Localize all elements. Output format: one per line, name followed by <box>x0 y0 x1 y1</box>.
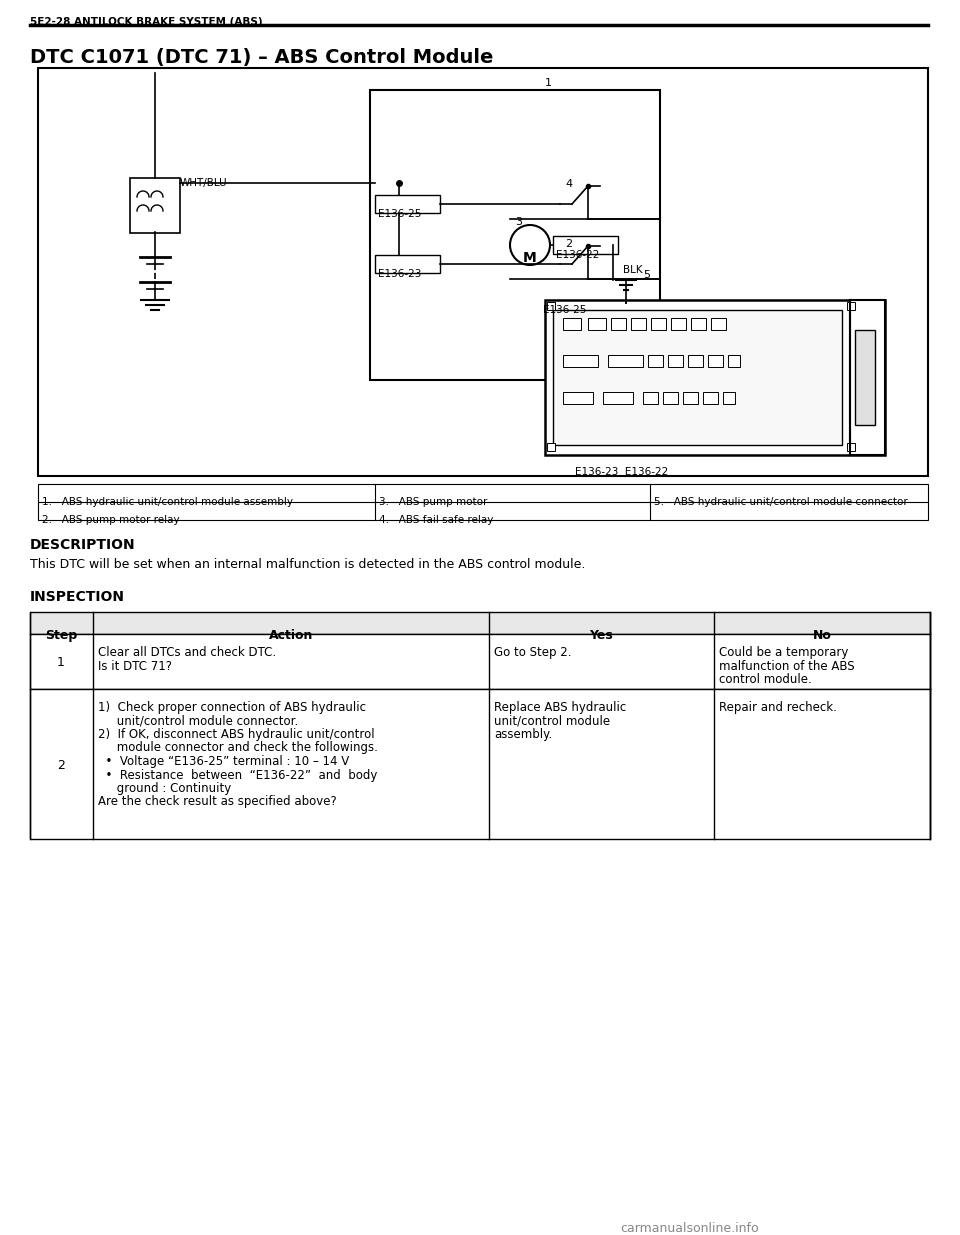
Text: ground : Continuity: ground : Continuity <box>98 782 231 795</box>
Text: control module.: control module. <box>719 673 812 685</box>
Text: module connector and check the followings.: module connector and check the following… <box>98 741 378 755</box>
Text: Repair and recheck.: Repair and recheck. <box>719 701 837 714</box>
Bar <box>611 317 626 330</box>
Bar <box>608 354 643 367</box>
Bar <box>547 443 555 451</box>
Text: •  Resistance  between  “E136-22”  and  body: • Resistance between “E136-22” and body <box>98 768 377 782</box>
Text: DESCRIPTION: DESCRIPTION <box>30 538 135 552</box>
Text: •  Voltage “E136-25” terminal : 10 – 14 V: • Voltage “E136-25” terminal : 10 – 14 V <box>98 755 349 768</box>
Bar <box>30 634 930 689</box>
Text: Could be a temporary: Could be a temporary <box>719 646 849 659</box>
Bar <box>631 317 646 330</box>
Bar <box>603 391 633 404</box>
Bar <box>375 195 440 212</box>
Bar <box>728 354 740 367</box>
Text: carmanualsonline.info: carmanualsonline.info <box>620 1221 758 1235</box>
Bar <box>545 300 885 454</box>
Text: Replace ABS hydraulic: Replace ABS hydraulic <box>494 701 626 714</box>
Bar <box>663 391 678 404</box>
Bar <box>648 354 663 367</box>
Text: Action: Action <box>269 629 313 642</box>
Text: E136-25: E136-25 <box>378 209 421 219</box>
Text: No: No <box>812 629 831 642</box>
Text: Yes: Yes <box>589 629 612 642</box>
Text: Are the check result as specified above?: Are the check result as specified above? <box>98 795 337 809</box>
Bar <box>370 90 660 380</box>
Text: 3: 3 <box>515 217 522 227</box>
Text: INSPECTION: INSPECTION <box>30 590 125 604</box>
Bar <box>671 317 686 330</box>
Bar <box>708 354 723 367</box>
Text: 1: 1 <box>57 656 65 669</box>
Bar <box>30 689 930 839</box>
Bar <box>683 391 698 404</box>
Text: E136-25: E136-25 <box>543 305 587 315</box>
Text: Clear all DTCs and check DTC.: Clear all DTCs and check DTC. <box>98 646 276 659</box>
Bar <box>553 310 842 445</box>
Bar <box>375 254 440 273</box>
Text: unit/control module connector.: unit/control module connector. <box>98 715 299 727</box>
Text: E136-23  E136-22: E136-23 E136-22 <box>575 467 668 477</box>
Bar <box>688 354 703 367</box>
Text: Is it DTC 71?: Is it DTC 71? <box>98 659 172 673</box>
Text: E136-23: E136-23 <box>378 269 421 279</box>
Bar <box>563 317 581 330</box>
Bar <box>723 391 735 404</box>
Bar <box>651 317 666 330</box>
Text: 1: 1 <box>545 78 552 88</box>
Bar <box>38 484 928 520</box>
Bar <box>855 330 875 425</box>
Bar <box>703 391 718 404</box>
Text: 2)  If OK, disconnect ABS hydraulic unit/control: 2) If OK, disconnect ABS hydraulic unit/… <box>98 727 374 741</box>
Text: unit/control module: unit/control module <box>494 715 611 727</box>
Text: This DTC will be set when an internal malfunction is detected in the ABS control: This DTC will be set when an internal ma… <box>30 558 586 571</box>
Bar <box>553 236 618 254</box>
Bar <box>38 68 928 475</box>
Bar <box>563 354 598 367</box>
Text: 1)  Check proper connection of ABS hydraulic: 1) Check proper connection of ABS hydrau… <box>98 701 366 714</box>
Text: E136-22: E136-22 <box>556 249 599 261</box>
Text: DTC C1071 (DTC 71) – ABS Control Module: DTC C1071 (DTC 71) – ABS Control Module <box>30 48 493 67</box>
Bar <box>668 354 683 367</box>
Text: assembly.: assembly. <box>494 727 552 741</box>
Text: 5: 5 <box>643 270 650 280</box>
Text: M: M <box>523 251 537 266</box>
Text: 4.   ABS fail safe relay: 4. ABS fail safe relay <box>379 515 493 525</box>
Text: BLK: BLK <box>623 266 642 275</box>
Bar <box>847 303 855 310</box>
Text: Go to Step 2.: Go to Step 2. <box>494 646 571 659</box>
Text: Step: Step <box>45 629 77 642</box>
Bar <box>30 613 930 634</box>
Text: 3.   ABS pump motor: 3. ABS pump motor <box>379 496 488 508</box>
Text: 2: 2 <box>57 760 65 772</box>
Text: malfunction of the ABS: malfunction of the ABS <box>719 659 854 673</box>
Bar <box>563 391 593 404</box>
Bar <box>691 317 706 330</box>
Text: 2.   ABS pump motor relay: 2. ABS pump motor relay <box>42 515 180 525</box>
Bar <box>130 178 180 233</box>
Text: 5E2-28 ANTILOCK BRAKE SYSTEM (ABS): 5E2-28 ANTILOCK BRAKE SYSTEM (ABS) <box>30 17 263 27</box>
Bar <box>547 303 555 310</box>
Text: 2: 2 <box>565 240 572 249</box>
Bar <box>588 317 606 330</box>
Text: WHT/BLU: WHT/BLU <box>180 178 228 188</box>
Bar <box>847 443 855 451</box>
Bar <box>643 391 658 404</box>
Text: 4: 4 <box>565 179 572 189</box>
Text: 1.   ABS hydraulic unit/control module assembly: 1. ABS hydraulic unit/control module ass… <box>42 496 293 508</box>
Bar <box>711 317 726 330</box>
Bar <box>850 300 885 454</box>
Text: 5.   ABS hydraulic unit/control module connector: 5. ABS hydraulic unit/control module con… <box>654 496 908 508</box>
